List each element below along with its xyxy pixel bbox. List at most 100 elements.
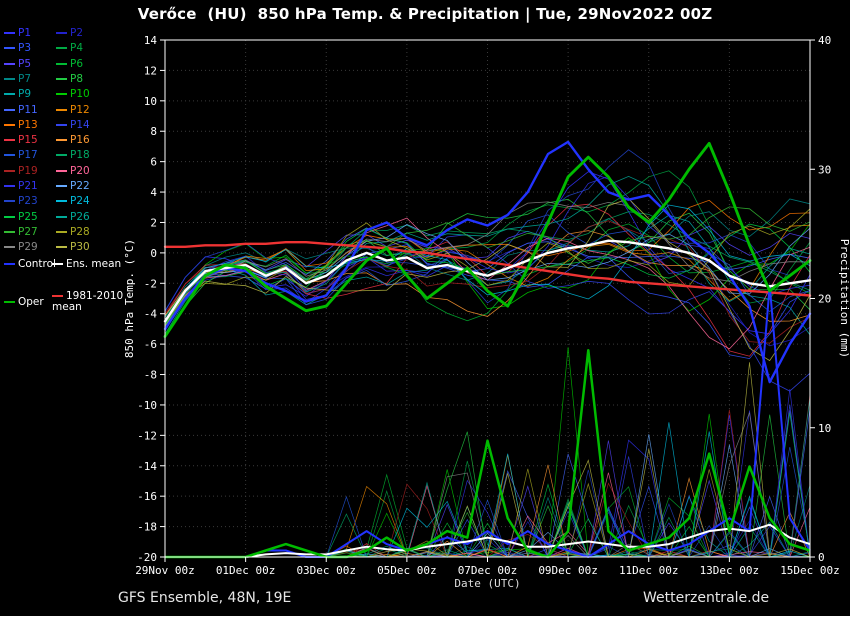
- legend-label: P2: [70, 27, 84, 39]
- legend-line-swatch: [56, 139, 67, 142]
- member-temp-line-P13: [164, 199, 811, 327]
- legend-oper: Oper: [4, 297, 44, 308]
- legend-label: P20: [70, 164, 90, 177]
- temp-line-ens_mean: [163, 239, 812, 323]
- member-temp-line-P24: [164, 204, 811, 325]
- temp-line-control: [163, 140, 812, 384]
- legend-line-swatch: [4, 62, 15, 65]
- legend-label: Ens. mean: [66, 258, 122, 270]
- legend-label: P28: [70, 225, 90, 238]
- y-tick-left: -14: [137, 460, 157, 473]
- legend-member-P30: P30: [56, 242, 90, 253]
- legend-line-swatch: [56, 246, 67, 249]
- legend-label: P26: [70, 210, 90, 223]
- legend-line-swatch: [4, 139, 15, 142]
- legend-member-P15: P15: [4, 135, 38, 146]
- legend-line-swatch: [56, 47, 67, 50]
- precip-line-control: [165, 284, 811, 558]
- x-tick-label: 01Dec 00z: [216, 564, 276, 577]
- legend-label: P27: [18, 225, 38, 238]
- legend-line-swatch: [56, 230, 67, 233]
- legend-member-P27: P27: [4, 225, 38, 238]
- member-temp-line-P29: [164, 201, 811, 328]
- y-tick-right: 10: [818, 422, 831, 435]
- legend-member-P9: P9: [4, 89, 31, 100]
- legend-label: P13: [18, 118, 38, 131]
- legend-member-P14: P14: [56, 118, 90, 131]
- member-temp-line-P28: [164, 208, 811, 323]
- y-tick-left: 14: [144, 34, 158, 47]
- legend-member-P6: P6: [56, 57, 84, 70]
- member-temp-line-P23: [164, 149, 811, 311]
- chart-title: Verőce (HU) 850 hPa Temp. & Precipitatio…: [137, 5, 713, 23]
- legend-label: P18: [70, 149, 90, 162]
- legend-label: P30: [70, 241, 90, 254]
- legend-label: Control: [18, 258, 56, 270]
- y-tick-right: 40: [818, 34, 831, 47]
- legend-line-swatch: [4, 185, 15, 187]
- legend-line-swatch: [4, 230, 15, 233]
- main-series-lines: [163, 140, 812, 559]
- legend-label: P10: [70, 88, 90, 101]
- legend-label: P22: [70, 180, 90, 192]
- y-tick-left: 12: [144, 64, 157, 77]
- legend-line-swatch: [56, 62, 67, 65]
- x-tick-label: 13Dec 00z: [700, 564, 760, 577]
- legend-label: P14: [70, 118, 90, 131]
- legend-line-swatch: [4, 47, 15, 50]
- legend-member-P19: P19: [4, 165, 38, 177]
- legend-member-P21: P21: [4, 181, 38, 192]
- legend-label: Oper: [18, 296, 44, 308]
- y-tick-right: 20: [818, 293, 831, 306]
- y-tick-left: -16: [137, 490, 157, 503]
- temp-line-clim_mean: [163, 240, 812, 297]
- y-tick-left: -10: [137, 399, 157, 412]
- legend-member-P4: P4: [56, 43, 83, 54]
- legend-line-swatch: [4, 108, 15, 111]
- y-tick-left: 6: [150, 156, 157, 169]
- legend-member-P13: P13: [4, 118, 38, 131]
- legend-line-swatch: [4, 200, 15, 203]
- footer-model-info: GFS Ensemble, 48N, 19E: [118, 590, 292, 606]
- legend-label: P25: [18, 210, 38, 223]
- legend-member-P12: P12: [56, 103, 90, 116]
- legend-line-swatch: [56, 154, 67, 157]
- y-tick-left: -6: [144, 338, 157, 351]
- legend-clim-mean: 1981-2010 mean: [52, 291, 130, 313]
- legend-line-swatch: [4, 123, 15, 126]
- legend-member-P23: P23: [4, 196, 38, 207]
- legend-member-P29: P29: [4, 242, 38, 253]
- legend-member-P11: P11: [4, 103, 38, 116]
- legend-member-P10: P10: [56, 89, 90, 100]
- legend-ens-mean: Ens. mean: [52, 259, 121, 270]
- legend-label: P12: [70, 103, 90, 116]
- legend-label: P6: [70, 57, 84, 70]
- legend-label: P21: [18, 180, 38, 192]
- x-tick-label: 05Dec 00z: [377, 564, 437, 577]
- y-axis-label-left: 850 hPa Temp. (°C): [123, 239, 136, 358]
- legend-line-swatch: [4, 246, 15, 249]
- legend-label: P15: [18, 134, 38, 147]
- legend: P1 P2 P3 P4 P5 P6 P7 P8 P9 P10 P11 P12 P13 P14 P15 P16 P…: [0, 0, 123, 340]
- legend-member-P5: P5: [4, 58, 31, 70]
- precip-line-ens_mean: [165, 523, 811, 558]
- legend-line-swatch: [56, 123, 67, 126]
- legend-label: P11: [18, 103, 38, 116]
- temp-line-oper: [163, 141, 812, 338]
- y-tick-left: 2: [150, 216, 157, 229]
- legend-line-swatch: [4, 301, 15, 303]
- legend-member-P7: P7: [4, 73, 31, 85]
- legend-line-swatch: [4, 93, 15, 96]
- legend-label: P16: [70, 134, 90, 147]
- legend-line-swatch: [56, 200, 67, 203]
- footer-brand: Wetterzentrale.de: [643, 590, 770, 606]
- legend-control: Control: [4, 259, 56, 270]
- y-tick-left: -18: [137, 521, 157, 534]
- legend-label: P24: [70, 195, 90, 208]
- legend-label: P4: [70, 42, 84, 55]
- grid: [164, 39, 811, 558]
- legend-label: 1981-2010 mean: [52, 290, 124, 313]
- y-tick-left: 0: [150, 247, 157, 260]
- bottom-strip: [0, 616, 850, 620]
